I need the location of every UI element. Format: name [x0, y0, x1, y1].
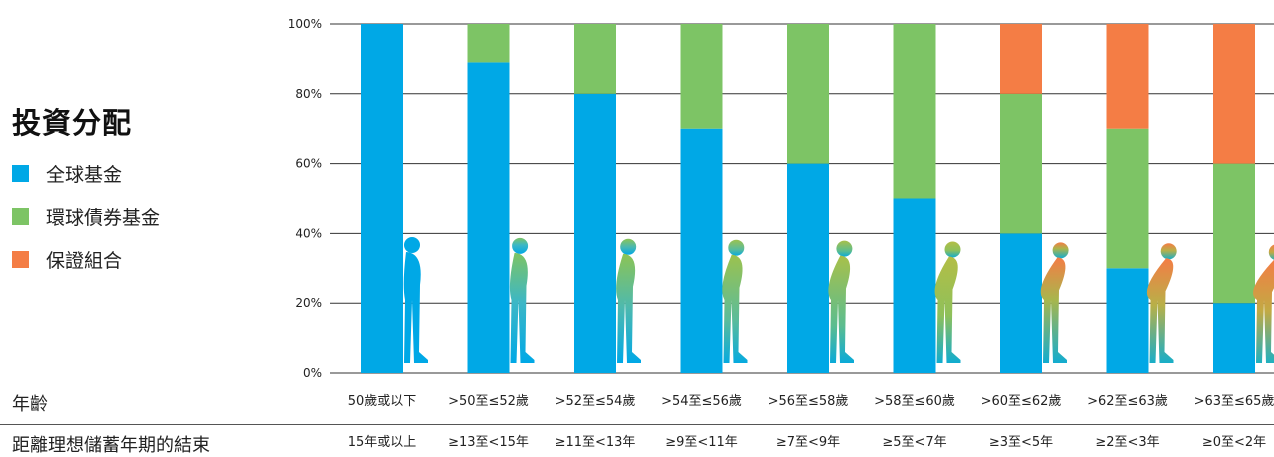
bar-segment: [680, 24, 723, 129]
bar-segment: [467, 62, 510, 373]
bar-segment: [787, 163, 829, 373]
person-figure-icon: [509, 237, 535, 363]
person-figure-icon: [1040, 242, 1069, 363]
bar-segment: [680, 128, 723, 373]
x-tick-label-years: ≥5至<7年: [882, 435, 946, 450]
x-tick-label-years: 15年或以上: [348, 435, 417, 450]
legend: 投資分配 全球基金 環球債券基金 保證組合: [12, 100, 160, 281]
age-row-label: 年齡: [12, 394, 48, 415]
x-tick-label-years: ≥13至<15年: [448, 435, 529, 450]
legend-item-global-fund: 全球基金: [12, 152, 160, 195]
bar-segment: [1213, 24, 1255, 164]
person-figure-icon: [1146, 243, 1177, 363]
bar-segment: [893, 198, 936, 373]
x-tick-label-age: 50歲或以下: [348, 394, 417, 409]
person-figure-icon: [828, 240, 854, 363]
legend-item-guaranteed-portfolio: 保證組合: [12, 238, 160, 281]
x-tick-label-age: >62至≤63歲: [1087, 394, 1168, 409]
person-figure-icon: [616, 238, 641, 363]
bar-segment: [1000, 93, 1042, 234]
x-tick-label-age: >58至≤60歲: [874, 394, 955, 409]
y-tick-label: 60%: [295, 157, 322, 171]
y-tick-label: 40%: [295, 226, 322, 240]
x-tick-label-age: >56至≤58歲: [768, 394, 849, 409]
legend-label: 保證組合: [46, 250, 123, 272]
bar-segment: [574, 93, 616, 374]
x-tick-label-years: ≥7至<9年: [776, 435, 840, 450]
x-tick-label-years: ≥11至<13年: [555, 435, 636, 450]
x-tick-label-age: >54至≤56歲: [661, 394, 742, 409]
bar-segment: [1000, 24, 1042, 94]
bar-segment: [467, 24, 510, 63]
x-tick-label-age: >60至≤62歲: [981, 394, 1062, 409]
x-tick-label-age: >63至≤65歲: [1194, 394, 1274, 409]
x-tick-label-years: ≥9至<11年: [665, 435, 738, 450]
legend-swatch: [12, 165, 29, 182]
bar-segment: [1106, 268, 1149, 373]
x-tick-label-age: >50至≤52歲: [448, 394, 529, 409]
bar-segment: [787, 24, 829, 164]
legend-label: 全球基金: [46, 164, 123, 186]
legend-label: 環球債券基金: [46, 207, 161, 229]
person-figure-icon: [1253, 244, 1274, 363]
person-figure-icon: [934, 241, 961, 363]
years-row-label: 距離理想儲蓄年期的結束: [12, 435, 210, 456]
bar-segment: [1000, 233, 1042, 373]
bar-segment: [1213, 163, 1255, 304]
x-tick-label-years: ≥3至<5年: [989, 435, 1053, 450]
legend-swatch: [12, 251, 29, 268]
row-divider: [0, 424, 1274, 425]
legend-swatch: [12, 208, 29, 225]
bar-segment: [1106, 128, 1149, 269]
y-tick-label: 100%: [288, 17, 322, 31]
person-figure-icon: [722, 239, 748, 363]
legend-item-bond-fund: 環球債券基金: [12, 195, 160, 238]
x-tick-label-years: ≥0至<2年: [1202, 435, 1266, 450]
bar-segment: [1106, 24, 1149, 129]
bar-segment: [361, 24, 403, 373]
bar-segment: [893, 24, 936, 199]
y-tick-label: 20%: [295, 296, 322, 310]
bar-segment: [574, 24, 616, 94]
x-tick-label-age: >52至≤54歲: [555, 394, 636, 409]
legend-title: 投資分配: [12, 106, 133, 140]
person-figure-icon: [403, 237, 428, 363]
bar-segment: [1213, 303, 1255, 373]
y-tick-label: 0%: [303, 366, 322, 380]
x-tick-label-years: ≥2至<3年: [1095, 435, 1159, 450]
y-tick-label: 80%: [295, 87, 322, 101]
